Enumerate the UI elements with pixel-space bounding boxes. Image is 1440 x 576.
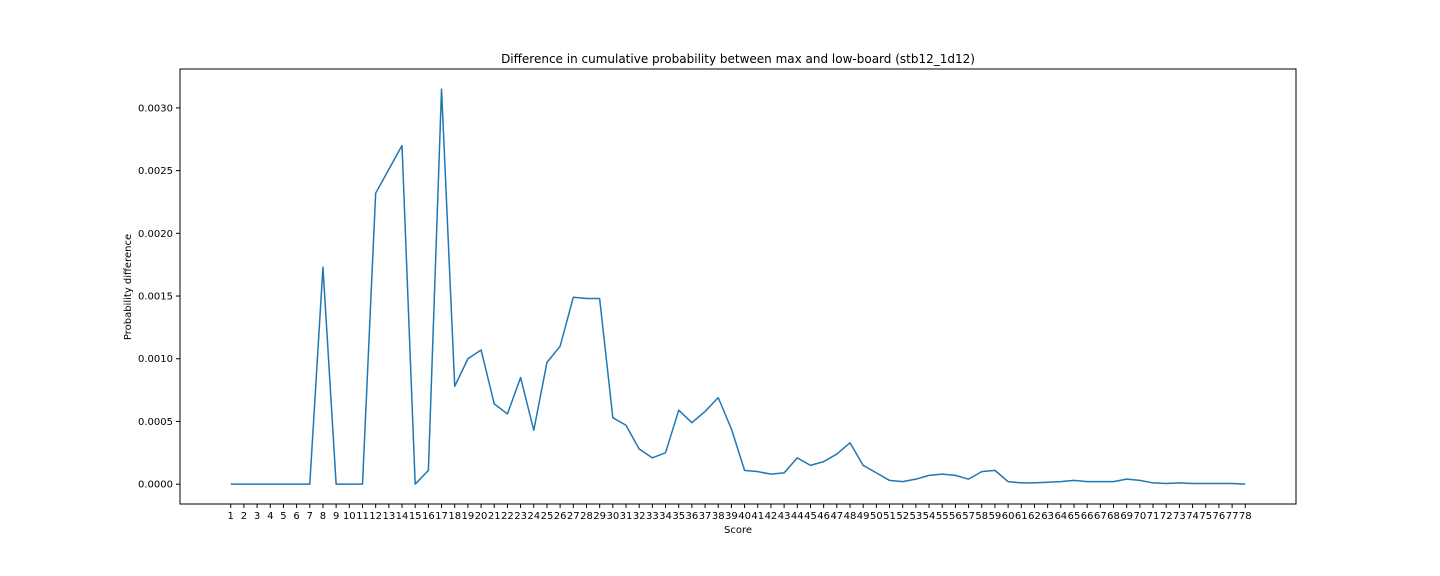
x-tick-label: 19: [462, 511, 475, 522]
x-tick-label: 66: [1081, 511, 1094, 522]
x-tick-label: 29: [593, 511, 606, 522]
x-tick-label: 78: [1239, 511, 1252, 522]
x-tick-label: 56: [949, 511, 962, 522]
chart-title: Difference in cumulative probability bet…: [501, 52, 975, 66]
x-tick-label: 62: [1028, 511, 1041, 522]
x-tick-label: 77: [1226, 511, 1239, 522]
x-tick-label: 75: [1199, 511, 1212, 522]
x-tick-label: 38: [712, 511, 725, 522]
x-tick-label: 25: [541, 511, 554, 522]
x-tick-label: 69: [1120, 511, 1133, 522]
x-tick-label: 52: [896, 511, 909, 522]
x-tick-label: 47: [830, 511, 843, 522]
x-tick-label: 42: [765, 511, 778, 522]
x-tick-label: 24: [527, 511, 540, 522]
x-tick-label: 2: [241, 511, 247, 522]
x-tick-label: 64: [1054, 511, 1067, 522]
x-tick-label: 57: [962, 511, 975, 522]
x-tick-label: 44: [791, 511, 804, 522]
x-tick-label: 37: [699, 511, 712, 522]
x-tick-label: 63: [1041, 511, 1054, 522]
x-axis-label: Score: [724, 525, 752, 536]
x-tick-label: 39: [725, 511, 738, 522]
x-tick-label: 28: [580, 511, 593, 522]
x-tick-label: 21: [488, 511, 501, 522]
x-tick-label: 31: [620, 511, 633, 522]
x-tick-label: 7: [307, 511, 313, 522]
x-tick-label: 70: [1133, 511, 1146, 522]
x-tick-label: 50: [870, 511, 883, 522]
x-tick-label: 35: [672, 511, 685, 522]
y-axis-ticks: 0.0000 0.0005 0.0010 0.0015 0.0020 0.0025 0.00…: [138, 103, 180, 491]
x-tick-label: 4: [267, 511, 273, 522]
x-tick-label: 68: [1107, 511, 1120, 522]
x-tick-label: 12: [369, 511, 382, 522]
x-tick-label: 16: [422, 511, 435, 522]
x-tick-label: 36: [686, 511, 699, 522]
x-tick-label: 45: [804, 511, 817, 522]
x-tick-label: 71: [1147, 511, 1160, 522]
x-tick-label: 13: [382, 511, 395, 522]
x-tick-label: 51: [883, 511, 896, 522]
y-tick-label: 0.0000: [138, 480, 173, 491]
x-tick-label: 10: [343, 511, 356, 522]
x-tick-label: 3: [254, 511, 260, 522]
x-tick-label: 46: [817, 511, 830, 522]
x-tick-label: 30: [606, 511, 619, 522]
x-tick-label: 27: [567, 511, 580, 522]
x-tick-label: 53: [910, 511, 923, 522]
y-tick-label: 0.0015: [138, 292, 173, 303]
x-tick-label: 17: [435, 511, 448, 522]
x-tick-label: 49: [857, 511, 870, 522]
x-tick-label: 8: [320, 511, 326, 522]
y-tick-label: 0.0020: [138, 229, 173, 240]
x-tick-label: 41: [751, 511, 764, 522]
x-tick-label: 76: [1213, 511, 1226, 522]
plot-area: [179, 68, 1297, 505]
x-tick-label: 32: [633, 511, 646, 522]
y-axis-label: Probability difference: [123, 234, 134, 340]
y-tick-label: 0.0030: [138, 103, 173, 114]
x-tick-label: 74: [1186, 511, 1199, 522]
y-tick-label: 0.0005: [138, 417, 173, 428]
x-tick-label: 6: [293, 511, 299, 522]
x-tick-label: 55: [936, 511, 949, 522]
series-line-0: [230, 88, 1246, 485]
x-tick-label: 48: [844, 511, 857, 522]
series-layer: [230, 88, 1246, 485]
x-tick-label: 1: [228, 511, 234, 522]
x-tick-label: 9: [333, 511, 339, 522]
x-tick-label: 26: [554, 511, 567, 522]
x-tick-label: 33: [646, 511, 659, 522]
y-tick-label: 0.0025: [138, 166, 173, 177]
x-tick-label: 23: [514, 511, 527, 522]
y-tick-label: 0.0010: [138, 354, 173, 365]
x-tick-label: 58: [975, 511, 988, 522]
x-tick-label: 14: [396, 511, 409, 522]
x-tick-label: 59: [989, 511, 1002, 522]
x-axis-ticks: 1 2 3 4 5 6 7 8 9 10 11 12 13 14 15 16 17 18 19 20 21 22 23 24 2…: [228, 504, 1252, 522]
x-tick-label: 15: [409, 511, 422, 522]
x-tick-label: 11: [356, 511, 369, 522]
x-tick-label: 22: [501, 511, 514, 522]
x-tick-label: 61: [1015, 511, 1028, 522]
x-tick-label: 43: [778, 511, 791, 522]
x-tick-label: 65: [1068, 511, 1081, 522]
x-tick-label: 20: [475, 511, 488, 522]
x-tick-label: 60: [1002, 511, 1015, 522]
x-tick-label: 34: [659, 511, 672, 522]
x-tick-label: 72: [1160, 511, 1173, 522]
x-tick-label: 5: [280, 511, 286, 522]
x-tick-label: 18: [448, 511, 461, 522]
x-tick-label: 40: [738, 511, 751, 522]
x-tick-label: 54: [923, 511, 936, 522]
x-tick-label: 67: [1094, 511, 1107, 522]
x-tick-label: 73: [1173, 511, 1186, 522]
